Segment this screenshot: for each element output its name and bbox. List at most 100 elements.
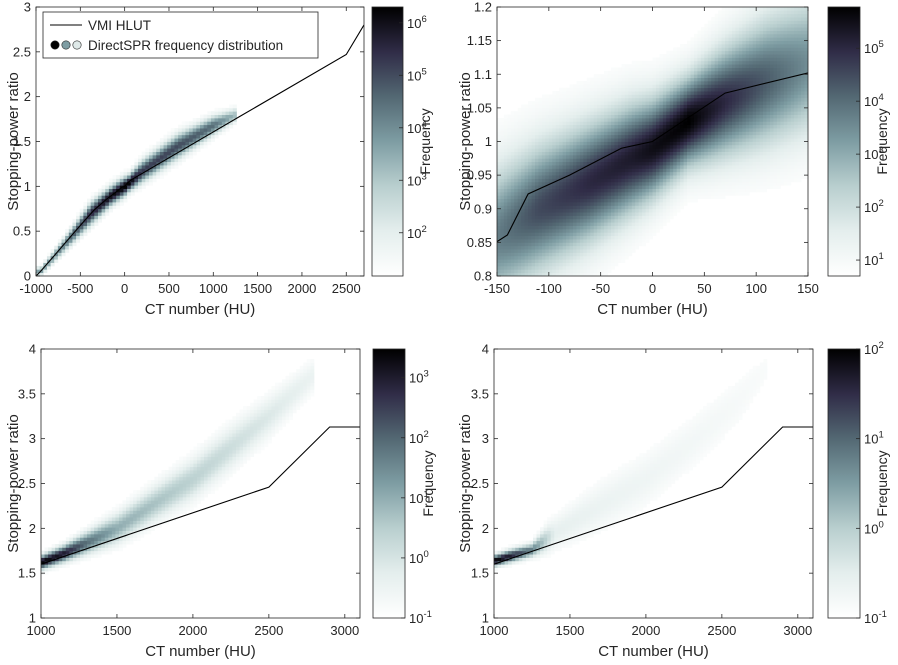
heatmap-cell: [687, 178, 691, 183]
heatmap-cell: [497, 232, 501, 237]
heatmap-cell: [163, 141, 168, 146]
heatmap-cell: [79, 225, 84, 230]
heatmap-cell: [649, 195, 653, 200]
heatmap-cell: [538, 198, 543, 203]
heatmap-cell: [718, 87, 723, 92]
heatmap-cell: [707, 158, 712, 163]
heatmap-cell: [590, 158, 595, 163]
heatmap-cell: [611, 228, 615, 233]
heatmap-cell: [517, 252, 522, 257]
heatmap-cell: [524, 242, 529, 247]
heatmap-cell: [700, 87, 705, 92]
heatmap-cell: [621, 259, 626, 263]
heatmap-cell: [683, 175, 688, 179]
heatmap-cell: [76, 235, 81, 240]
heatmap-cell: [497, 121, 501, 126]
heatmap-cell: [500, 131, 505, 136]
heatmap-cell: [79, 235, 84, 240]
heatmap-cell: [659, 212, 664, 216]
heatmap-cell: [707, 84, 712, 89]
heatmap-cell: [507, 128, 512, 132]
heatmap-cell: [531, 114, 536, 119]
heatmap-cell: [766, 84, 771, 89]
heatmap-cell: [673, 117, 678, 122]
heatmap-cell: [130, 178, 135, 183]
heatmap-cell: [524, 218, 529, 223]
heatmap-cell: [628, 228, 633, 233]
heatmap-cell: [507, 255, 512, 260]
heatmap-cell: [683, 134, 688, 139]
heatmap-cell: [666, 158, 671, 163]
heatmap-cell: [611, 131, 615, 136]
heatmap-cell: [566, 107, 570, 112]
heatmap-cell: [548, 185, 553, 189]
heatmap-cell: [769, 151, 774, 156]
heatmap-cell: [669, 80, 674, 85]
heatmap-cell: [127, 181, 132, 186]
heatmap-cell: [148, 144, 154, 149]
heatmap-cell: [583, 205, 588, 210]
heatmap-cell: [50, 262, 55, 267]
heatmap-cell: [759, 175, 764, 179]
heatmap-cell: [721, 74, 726, 79]
heatmap-cell: [500, 178, 505, 183]
heatmap-cell: [707, 178, 712, 183]
heatmap-cell: [697, 188, 702, 193]
heatmap-cell: [687, 154, 691, 159]
heatmap-cell: [624, 239, 629, 243]
heatmap-cell: [597, 84, 602, 89]
heatmap-cell: [569, 249, 574, 253]
heatmap-cell: [600, 269, 605, 274]
heatmap-cell: [604, 252, 608, 257]
heatmap-cell: [500, 171, 505, 176]
heatmap-cell: [683, 94, 688, 99]
heatmap-cell: [597, 188, 602, 193]
heatmap-cell: [590, 111, 595, 115]
heatmap-cell: [548, 104, 553, 109]
heatmap-cell: [763, 33, 767, 38]
heatmap-cell: [43, 259, 48, 263]
heatmap-cell: [600, 191, 605, 196]
heatmap-cell: [545, 165, 550, 169]
heatmap-cell: [593, 208, 598, 213]
heatmap-cell: [669, 178, 674, 183]
heatmap-cell: [148, 165, 154, 169]
heatmap-cell: [119, 171, 124, 176]
heatmap-cell: [566, 104, 570, 109]
heatmap-cell: [607, 259, 612, 263]
heatmap-cell: [728, 37, 733, 42]
heatmap-cell: [500, 249, 505, 253]
heatmap-cell: [687, 175, 691, 179]
heatmap-cell: [659, 202, 664, 206]
heatmap-cell: [655, 205, 660, 210]
heatmap-cell: [593, 218, 598, 223]
heatmap-cell: [548, 239, 553, 243]
heatmap-cell: [36, 269, 41, 274]
heatmap-cell: [707, 148, 712, 152]
heatmap-cell: [756, 128, 761, 132]
heatmap-cell: [649, 185, 653, 189]
heatmap-cell: [497, 134, 501, 139]
heatmap-cell: [638, 181, 643, 186]
heatmap-cell: [776, 148, 781, 152]
heatmap-cell: [759, 154, 764, 159]
heatmap-cell: [573, 117, 577, 122]
heatmap-cell: [617, 259, 622, 263]
heatmap-cell: [759, 117, 764, 122]
heatmap-cell: [662, 181, 667, 186]
heatmap-cell: [711, 50, 716, 55]
heatmap-cell: [559, 144, 564, 149]
heatmap-cell: [766, 158, 771, 163]
heatmap-cell: [593, 235, 598, 240]
heatmap-cell: [628, 91, 633, 95]
heatmap-cell: [108, 191, 113, 196]
heatmap-cell: [749, 17, 754, 21]
heatmap-cell: [510, 158, 515, 163]
heatmap-cell: [728, 134, 733, 139]
heatmap-cell: [141, 151, 146, 156]
heatmap-cell: [514, 228, 519, 233]
heatmap-cell: [749, 94, 754, 99]
heatmap-cell: [700, 94, 705, 99]
heatmap-cell: [583, 272, 588, 276]
heatmap-cell: [738, 107, 743, 112]
